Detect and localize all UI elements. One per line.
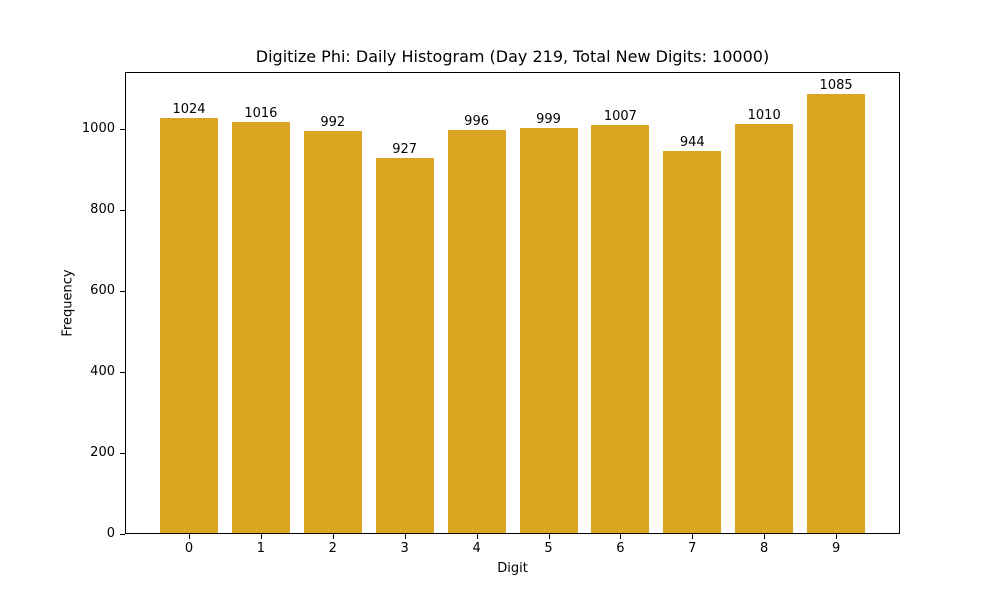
bar-value-label: 1007	[603, 109, 637, 125]
x-tick-mark	[189, 534, 190, 539]
bar-digit-1	[231, 121, 290, 533]
x-tick-mark	[764, 534, 765, 539]
bar-value-label: 999	[536, 112, 561, 128]
y-tick-label: 400	[90, 364, 115, 379]
bar-value-label: 1016	[244, 105, 278, 121]
y-tick-mark	[120, 372, 125, 373]
bar-digit-8	[735, 123, 794, 533]
bar-value-label: 1024	[172, 102, 206, 118]
x-tick-label: 4	[472, 541, 481, 556]
bar-digit-3	[375, 157, 434, 533]
x-tick-label: 5	[544, 541, 553, 556]
x-tick-label: 2	[328, 541, 337, 556]
bar-digit-4	[447, 129, 506, 533]
x-tick-mark	[333, 534, 334, 539]
x-axis-label: Digit	[497, 561, 528, 576]
y-tick-mark	[120, 291, 125, 292]
y-tick-mark	[120, 534, 125, 535]
x-tick-mark	[549, 534, 550, 539]
bar-value-label: 992	[320, 115, 346, 131]
bar-digit-7	[663, 150, 722, 533]
bar-digit-0	[160, 118, 218, 533]
x-tick-label: 8	[760, 541, 769, 556]
x-tick-label: 1	[256, 541, 266, 556]
y-tick-label: 0	[106, 526, 115, 541]
bar-value-label: 1085	[819, 77, 853, 93]
x-tick-mark	[620, 534, 621, 539]
y-tick-label: 600	[90, 283, 115, 298]
bar-value-label: 927	[392, 141, 418, 157]
x-tick-mark	[692, 534, 693, 539]
y-tick-mark	[120, 210, 125, 211]
x-tick-mark	[836, 534, 837, 539]
bar-value-label: 1010	[747, 107, 781, 123]
y-tick-label: 800	[90, 202, 115, 217]
x-tick-mark	[477, 534, 478, 539]
bar-value-label: 944	[679, 134, 705, 150]
plot-area	[125, 72, 900, 534]
bar-value-label: 996	[464, 113, 489, 129]
y-tick-label: 1000	[81, 121, 115, 136]
x-tick-mark	[405, 534, 406, 539]
x-tick-label: 7	[688, 541, 697, 556]
x-tick-label: 6	[616, 541, 625, 556]
x-tick-label: 3	[400, 541, 409, 556]
chart-title: Digitize Phi: Daily Histogram (Day 219, …	[255, 47, 770, 66]
bar-digit-9	[807, 93, 866, 533]
bar-digit-6	[591, 125, 650, 533]
x-tick-label: 9	[831, 541, 841, 556]
y-tick-mark	[120, 129, 125, 130]
bar-digit-2	[303, 131, 362, 533]
y-tick-label: 200	[90, 445, 115, 460]
y-axis-label: Frequency	[60, 269, 76, 337]
y-tick-mark	[120, 453, 125, 454]
x-tick-mark	[261, 534, 262, 539]
x-tick-label: 0	[184, 541, 194, 556]
bar-digit-5	[519, 128, 578, 533]
